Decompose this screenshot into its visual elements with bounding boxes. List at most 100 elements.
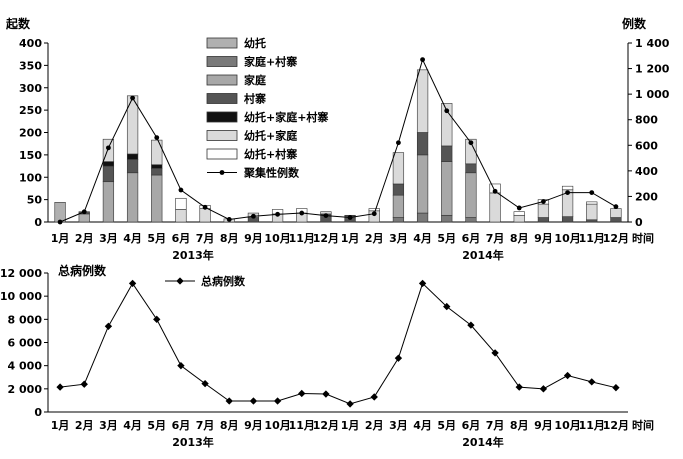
top-bar-segment — [610, 208, 622, 218]
bottom-category-label: 8月 — [220, 419, 239, 432]
top-category-label: 11月 — [579, 232, 605, 245]
top-bar-segment — [416, 69, 429, 133]
top-left-tick-label: 150 — [19, 149, 42, 162]
top-right-tick-label: 200 — [635, 190, 658, 203]
top-line-point — [226, 217, 232, 222]
top-legend-swatch — [206, 74, 238, 86]
top-line-point — [516, 205, 522, 211]
top-bar-segment — [126, 153, 139, 160]
top-bar-segment — [175, 209, 187, 223]
top-category-label: 6月 — [172, 232, 191, 245]
top-bar-segment — [465, 163, 477, 174]
bottom-line-point — [563, 371, 572, 380]
top-right-tick-label: 400 — [635, 165, 658, 178]
top-right-tick-label: 1 200 — [635, 63, 670, 76]
top-bar-segment — [561, 216, 574, 223]
bottom-year-label: 2013年 — [172, 435, 214, 449]
bottom-category-label: 3月 — [99, 419, 118, 432]
bottom-line-point — [491, 349, 499, 357]
top-bar-segment — [441, 103, 453, 147]
top-line-point — [347, 215, 353, 220]
top-bar-segment — [126, 172, 139, 223]
bottom-category-label: 7月 — [196, 419, 215, 432]
top-line-point — [323, 213, 329, 219]
bottom-line-point — [346, 400, 354, 408]
bottom-category-label: 4月 — [413, 419, 432, 432]
top-category-label: 12月 — [603, 232, 629, 245]
bottom-category-label: 11月 — [289, 419, 315, 432]
top-left-tick-label: 350 — [19, 59, 42, 72]
top-bar-segment — [78, 213, 90, 223]
top-line-point — [589, 190, 595, 195]
top-bar-segment — [586, 219, 598, 223]
top-line-point — [565, 190, 570, 195]
bottom-line-point — [153, 315, 161, 324]
top-legend-swatch — [206, 56, 238, 67]
top-category-label: 5月 — [147, 232, 166, 245]
top-category-label: 9月 — [534, 232, 553, 245]
bottom-line-point — [467, 321, 475, 329]
top-bar-segment — [416, 154, 429, 214]
top-bar-segment — [151, 168, 163, 176]
top-bar-segment — [561, 185, 574, 191]
bottom-category-label: 12月 — [603, 419, 629, 432]
bottom-line-point — [128, 279, 137, 288]
bottom-category-label: 2月 — [365, 419, 384, 432]
top-bar-segment — [441, 161, 453, 216]
top-bar-segment — [441, 214, 453, 223]
bottom-xlabel: 时间 — [632, 418, 654, 432]
top-category-label: 4月 — [123, 232, 142, 245]
top-legend-label: 幼托+家庭 — [244, 129, 297, 143]
top-bar-segment — [586, 203, 598, 221]
bottom-category-label: 1月 — [341, 419, 360, 432]
top-legend-label: 幼托 — [244, 36, 266, 50]
top-category-label: 4月 — [413, 232, 432, 245]
bottom-category-label: 1月 — [51, 419, 70, 432]
top-legend-label: 家庭 — [244, 73, 266, 87]
top-line-point — [371, 211, 377, 217]
bottom-category-label: 5月 — [437, 419, 456, 432]
bottom-y-tick-label: 12 000 — [0, 267, 42, 280]
bottom-y-tick-label: 8 000 — [8, 313, 43, 326]
top-category-label: 12月 — [313, 232, 339, 245]
top-legend-label: 幼托+家庭+村寨 — [244, 110, 328, 124]
top-left-tick-label: 250 — [19, 104, 42, 117]
top-bar-segment — [513, 214, 525, 223]
top-line-point — [613, 204, 619, 210]
top-bar-segment — [175, 197, 187, 210]
bottom-line-point — [418, 279, 427, 288]
top-line-point — [541, 199, 546, 204]
top-bar-segment — [151, 164, 163, 169]
bottom-legend-label: 总病例数 — [201, 274, 246, 288]
top-category-label: 10月 — [554, 232, 580, 245]
top-category-label: 3月 — [389, 232, 408, 245]
top-bar-segment — [537, 203, 550, 218]
bottom-line-point — [443, 302, 451, 311]
bottom-line-point — [273, 397, 282, 405]
top-line-point — [299, 210, 305, 216]
top-category-label: 1月 — [51, 232, 70, 245]
bottom-line-point — [225, 397, 233, 405]
top-line-point — [178, 187, 184, 193]
top-bar-segment — [199, 208, 211, 223]
top-xlabel: 时间 — [632, 231, 654, 245]
top-line-point — [106, 145, 111, 151]
top-category-label: 5月 — [437, 232, 456, 245]
top-line-point — [444, 108, 450, 114]
bottom-line-point — [80, 380, 88, 388]
top-legend-line-marker — [219, 170, 225, 175]
top-legend-label: 家庭+村寨 — [244, 55, 297, 69]
top-ylabel-left: 起数 — [5, 16, 31, 31]
bottom-year-label: 2014年 — [462, 435, 504, 449]
top-category-label: 6月 — [462, 232, 481, 245]
top-left-tick-label: 100 — [19, 171, 42, 184]
top-bar-segment — [102, 181, 115, 223]
top-bar-segment — [151, 174, 163, 223]
bottom-line-point — [515, 383, 523, 391]
top-category-label: 8月 — [220, 232, 239, 245]
bottom-category-label: 6月 — [172, 419, 191, 432]
top-left-tick-label: 50 — [27, 194, 43, 207]
bottom-line-point — [177, 361, 185, 370]
top-year-label: 2014年 — [462, 248, 504, 262]
